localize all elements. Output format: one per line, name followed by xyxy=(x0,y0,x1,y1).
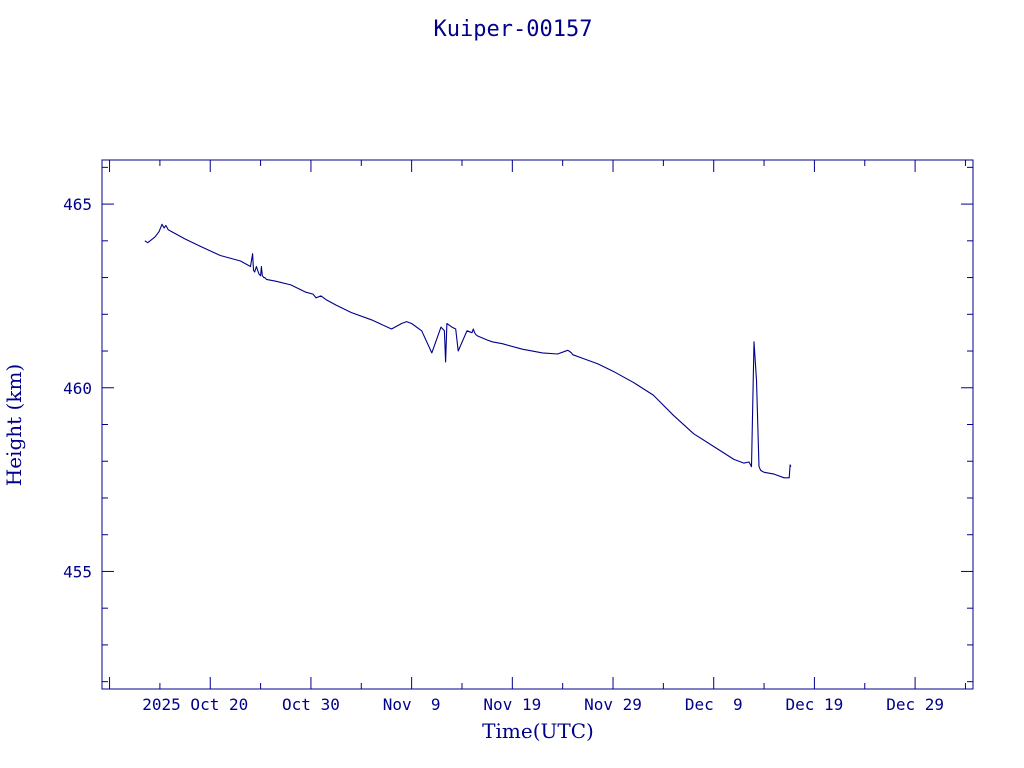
x-tick-label: Dec 9 xyxy=(685,695,743,714)
chart-title: Kuiper-00157 xyxy=(434,17,593,42)
x-tick-label: 2025 Oct 20 xyxy=(142,695,248,714)
y-tick-label: 460 xyxy=(63,379,92,398)
plot-frame xyxy=(101,159,974,690)
y-tick-label: 465 xyxy=(63,195,92,214)
x-tick-label: Dec 19 xyxy=(786,695,844,714)
y-ticks xyxy=(102,166,973,683)
x-tick-label: Nov 9 xyxy=(383,695,441,714)
x-tick-label: Dec 29 xyxy=(886,695,944,714)
series-line xyxy=(144,223,792,479)
x-axis-label: Time(UTC) xyxy=(482,719,594,743)
x-tick-label: Nov 29 xyxy=(584,695,642,714)
x-tick-label: Oct 30 xyxy=(282,695,340,714)
y-tick-labels: 455 460 465 xyxy=(63,195,92,581)
x-ticks xyxy=(109,160,966,689)
y-tick-label: 455 xyxy=(63,562,92,581)
y-axis-label: Height (km) xyxy=(2,364,26,486)
x-tick-labels: 2025 Oct 20 Oct 30 Nov 9 Nov 19 Nov 29 Dec 9 D… xyxy=(142,695,944,714)
x-tick-label: Nov 19 xyxy=(483,695,541,714)
